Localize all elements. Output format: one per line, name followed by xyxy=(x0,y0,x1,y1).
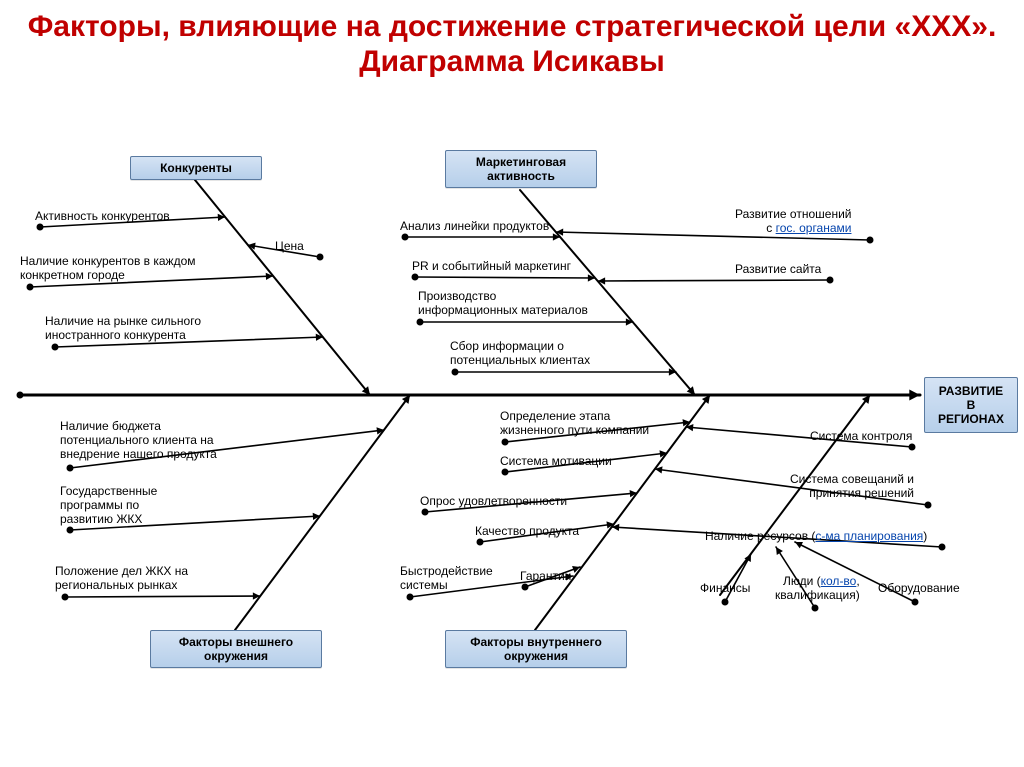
cause-label: Опрос удовлетворенности xyxy=(420,495,567,509)
ishikawa-stage: РАЗВИТИЕ В РЕГИОНАХ Конкуренты Маркетингов… xyxy=(0,150,1024,750)
cause-label: Финансы xyxy=(700,582,750,596)
cause-label: Система мотивации xyxy=(500,455,612,469)
cause-label: Развитие отношений с гос. органами xyxy=(735,208,851,236)
cause-label: Наличие на рынке сильного иностранного к… xyxy=(45,315,201,343)
cause-label: Цена xyxy=(275,240,304,254)
cause-label: Оборудование xyxy=(878,582,960,596)
cause-label: Система контроля xyxy=(810,430,912,444)
cause-label: Наличие ресурсов (с-ма планирования) xyxy=(705,530,927,544)
cause-label: Наличие конкурентов в каждом конкретном … xyxy=(20,255,196,283)
diagram-title: Факторы, влияющие на достижение стратеги… xyxy=(0,0,1024,79)
cause-label: Сбор информации о потенциальных клиентах xyxy=(450,340,590,368)
cause-label: Активность конкурентов xyxy=(35,210,170,224)
cause-label: Быстродействие системы xyxy=(400,565,493,593)
cause-label: Люди (кол-во, квалификация) xyxy=(775,575,860,603)
cause-label: Развитие сайта xyxy=(735,263,821,277)
cause-label: PR и событийный маркетинг xyxy=(412,260,571,274)
category-box-int: Факторы внутреннего окружения xyxy=(445,630,627,668)
cause-label: Наличие бюджета потенциального клиента н… xyxy=(60,420,217,461)
category-box-mkt: Маркетинговая активность xyxy=(445,150,597,188)
cause-label: Качество продукта xyxy=(475,525,579,539)
cause-label: Анализ линейки продуктов xyxy=(400,220,549,234)
cause-label: Определение этапа жизненного пути компан… xyxy=(500,410,649,438)
cause-label: Производство информационных материалов xyxy=(418,290,588,318)
cause-label: Положение дел ЖКХ на региональных рынках xyxy=(55,565,188,593)
cause-label: Гарантии xyxy=(520,570,571,584)
effect-box: РАЗВИТИЕ В РЕГИОНАХ xyxy=(924,377,1018,433)
cause-label: Государственные программы по развитию ЖК… xyxy=(60,485,157,526)
category-box-ext: Факторы внешнего окружения xyxy=(150,630,322,668)
cause-label: Система совещаний и принятия решений xyxy=(790,473,914,501)
category-box-comp: Конкуренты xyxy=(130,156,262,180)
